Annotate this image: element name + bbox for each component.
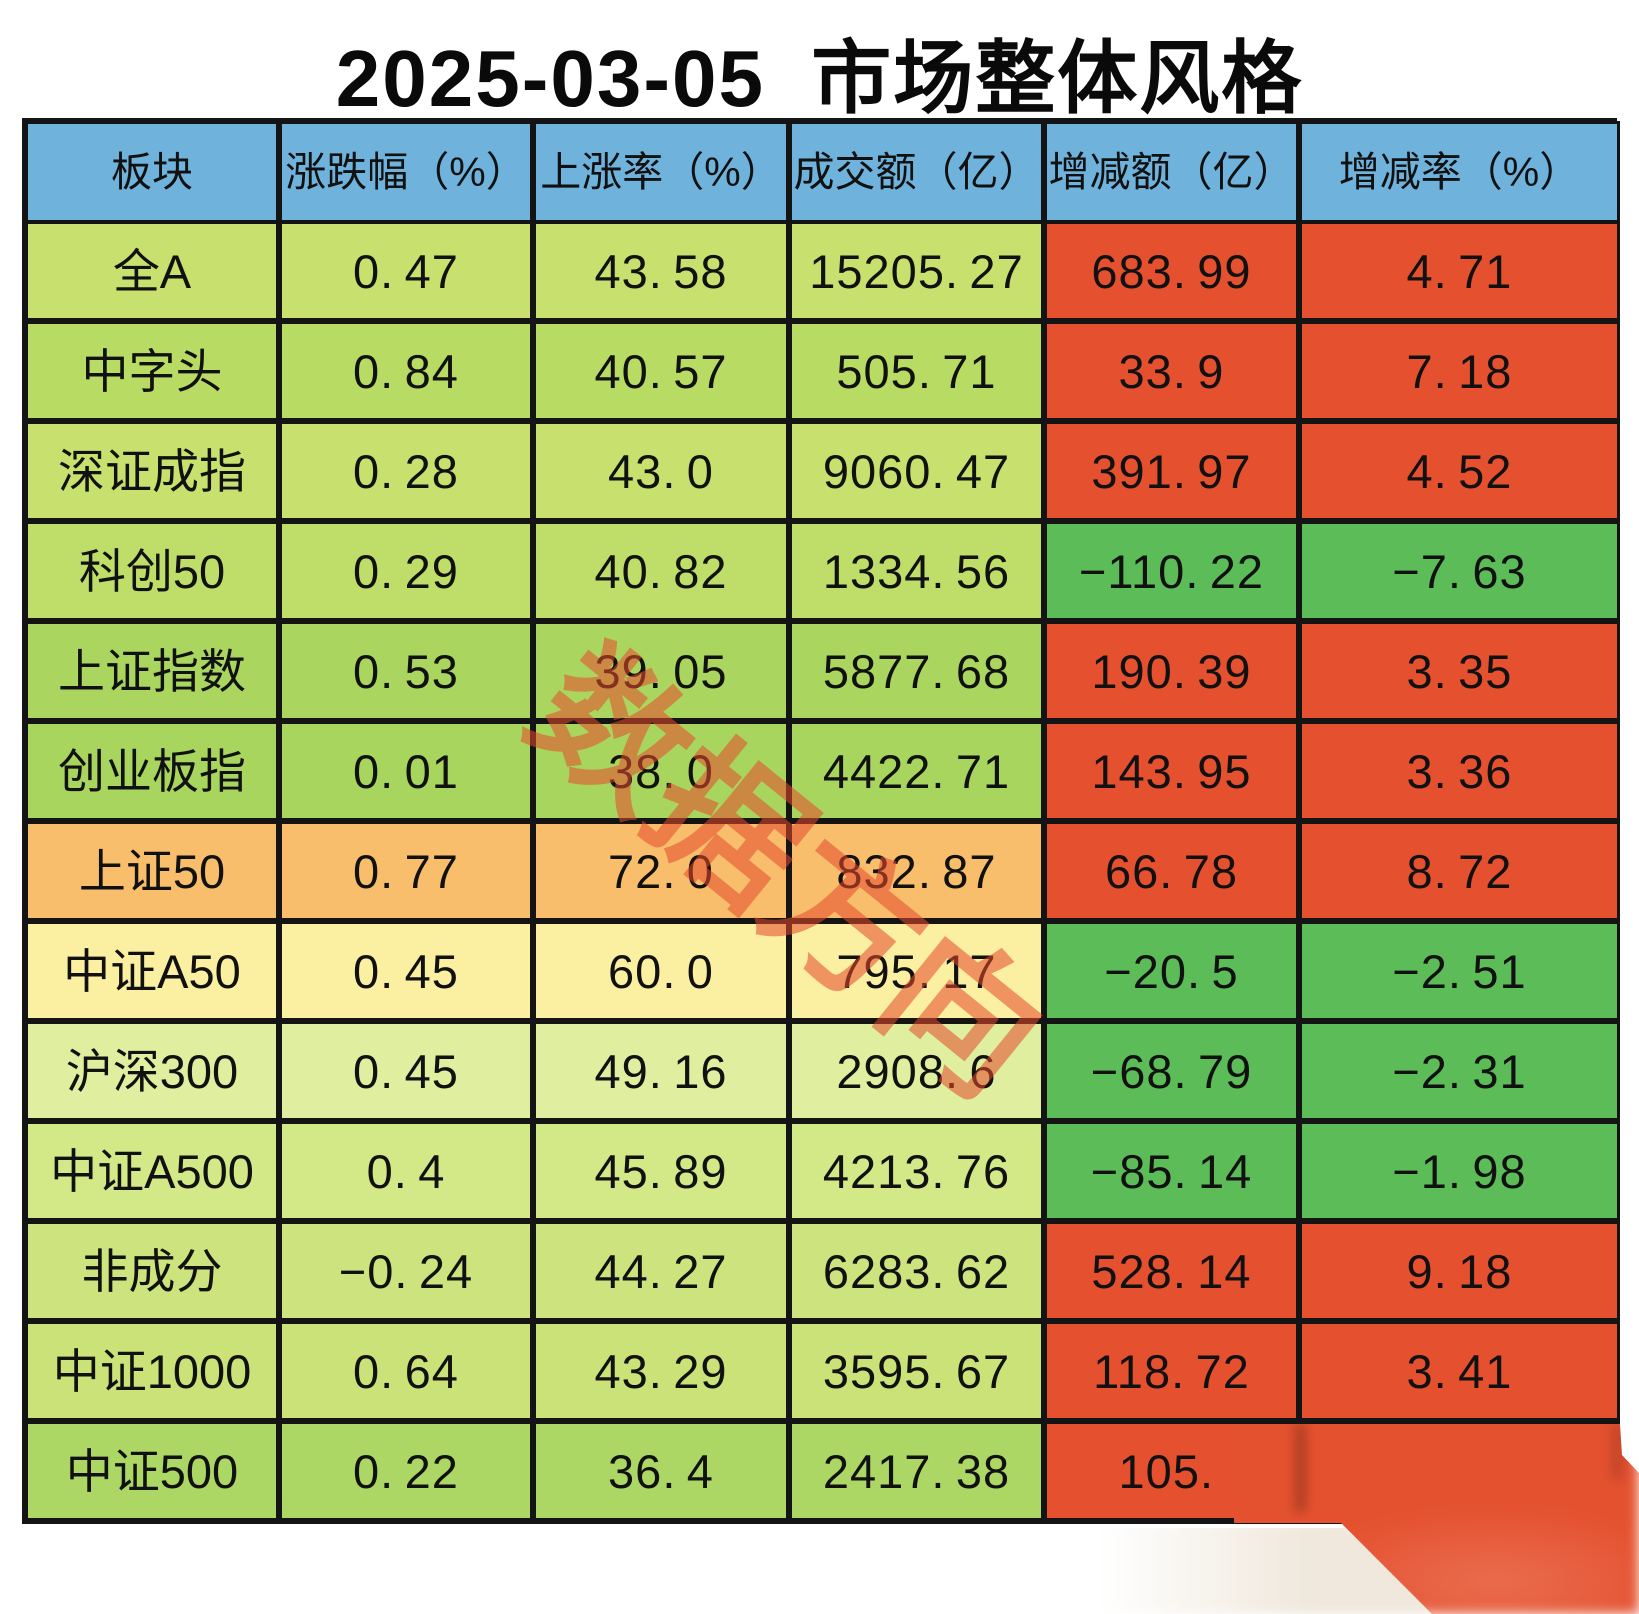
cell-delta-rate: 3. 41 [1299, 1321, 1620, 1421]
col-header-delta-amount: 增减额（亿） [1044, 121, 1299, 223]
cell-sector: 中证1000 [25, 1321, 279, 1421]
cell-turnover: 5877. 68 [789, 621, 1044, 721]
cell-change-pct: 0. 77 [279, 821, 533, 921]
cell-change-pct: 0. 84 [279, 321, 533, 421]
cell-turnover: 9060. 47 [789, 421, 1044, 521]
cell-delta-amount: 33. 9 [1044, 321, 1299, 421]
cell-turnover: 15205. 27 [789, 221, 1044, 321]
cell-turnover: 3595. 67 [789, 1321, 1044, 1421]
cell-sector: 中证A500 [25, 1121, 279, 1221]
cell-delta-amount: 528. 14 [1044, 1221, 1299, 1321]
cell-turnover: 505. 71 [789, 321, 1044, 421]
cell-turnover: 6283. 62 [789, 1221, 1044, 1321]
cell-delta-rate: −7. 63 [1299, 521, 1620, 621]
cell-turnover: 2417. 38 [789, 1421, 1044, 1521]
cell-sector: 科创50 [25, 521, 279, 621]
cell-turnover: 795. 17 [789, 921, 1044, 1021]
cell-turnover: 1334. 56 [789, 521, 1044, 621]
cell-sector: 非成分 [25, 1221, 279, 1321]
cell-rise-rate: 49. 16 [533, 1021, 789, 1121]
cell-turnover: 2908. 6 [789, 1021, 1044, 1121]
cell-delta-rate: 7. 18 [1299, 321, 1620, 421]
cell-rise-rate: 43. 29 [533, 1321, 789, 1421]
market-style-table: 板块 涨跌幅（%） 上涨率（%） 成交额（亿） 增减额（亿） 增减率（%） 全A… [22, 118, 1620, 1524]
cell-delta-rate: 4. 52 [1299, 421, 1620, 521]
cell-delta-amount: 105. [1044, 1421, 1299, 1521]
cell-delta-rate: 9. 18 [1299, 1221, 1620, 1321]
cell-change-pct: 0. 01 [279, 721, 533, 821]
cell-delta-amount: 143. 95 [1044, 721, 1299, 821]
col-header-rise-rate: 上涨率（%） [533, 121, 789, 223]
page-title: 2025-03-05 市场整体风格 [335, 34, 1304, 123]
cell-change-pct: 0. 64 [279, 1321, 533, 1421]
cell-delta-rate: −2. 51 [1299, 921, 1620, 1021]
cell-sector: 深证成指 [25, 421, 279, 521]
col-header-change-pct: 涨跌幅（%） [279, 121, 533, 223]
cell-delta-amount: −85. 14 [1044, 1121, 1299, 1221]
cell-rise-rate: 40. 82 [533, 521, 789, 621]
cell-delta-amount: 190. 39 [1044, 621, 1299, 721]
cell-rise-rate: 43. 0 [533, 421, 789, 521]
col-header-turnover: 成交额（亿） [789, 121, 1044, 223]
cell-delta-amount: −68. 79 [1044, 1021, 1299, 1121]
cell-change-pct: 0. 53 [279, 621, 533, 721]
cell-sector: 创业板指 [25, 721, 279, 821]
cell-change-pct: 0. 22 [279, 1421, 533, 1521]
cell-sector: 全A [25, 221, 279, 321]
cell-rise-rate: 43. 58 [533, 221, 789, 321]
cell-delta-rate: 4. 71 [1299, 221, 1620, 321]
cell-delta-amount: 391. 97 [1044, 421, 1299, 521]
cell-turnover: 4422. 71 [789, 721, 1044, 821]
cell-delta-amount: −20. 5 [1044, 921, 1299, 1021]
cell-rise-rate: 36. 4 [533, 1421, 789, 1521]
col-header-delta-rate: 增减率（%） [1299, 121, 1620, 223]
cell-delta-rate: −1. 98 [1299, 1121, 1620, 1221]
cell-change-pct: 0. 4 [279, 1121, 533, 1221]
cell-delta-rate: −2. 31 [1299, 1021, 1620, 1121]
cell-sector: 上证指数 [25, 621, 279, 721]
cell-sector: 沪深300 [25, 1021, 279, 1121]
cell-sector: 上证50 [25, 821, 279, 921]
cell-delta-amount: 683. 99 [1044, 221, 1299, 321]
cell-delta-rate: 3. 36 [1299, 721, 1620, 821]
cell-sector: 中证A50 [25, 921, 279, 1021]
cell-delta-amount: −110. 22 [1044, 521, 1299, 621]
cell-delta-amount: 118. 72 [1044, 1321, 1299, 1421]
cell-rise-rate: 38. 0 [533, 721, 789, 821]
cell-change-pct: 0. 47 [279, 221, 533, 321]
smudge-shadow [1100, 1528, 1434, 1614]
cell-change-pct: 0. 45 [279, 921, 533, 1021]
cell-rise-rate: 44. 27 [533, 1221, 789, 1321]
cell-delta-rate: 3. 35 [1299, 621, 1620, 721]
cell-rise-rate: 40. 57 [533, 321, 789, 421]
cell-sector: 中字头 [25, 321, 279, 421]
cell-delta-rate: 8. 72 [1299, 821, 1620, 921]
cell-turnover: 4213. 76 [789, 1121, 1044, 1221]
cell-change-pct: −0. 24 [279, 1221, 533, 1321]
cell-change-pct: 0. 29 [279, 521, 533, 621]
cell-rise-rate: 45. 89 [533, 1121, 789, 1221]
cell-rise-rate: 60. 0 [533, 921, 789, 1021]
cell-delta-amount: 66. 78 [1044, 821, 1299, 921]
cell-sector: 中证500 [25, 1421, 279, 1521]
cell-change-pct: 0. 28 [279, 421, 533, 521]
cell-delta-rate [1299, 1421, 1620, 1521]
cell-rise-rate: 72. 0 [533, 821, 789, 921]
cell-rise-rate: 39. 05 [533, 621, 789, 721]
cell-change-pct: 0. 45 [279, 1021, 533, 1121]
cell-turnover: 832. 87 [789, 821, 1044, 921]
col-header-sector: 板块 [25, 121, 279, 223]
